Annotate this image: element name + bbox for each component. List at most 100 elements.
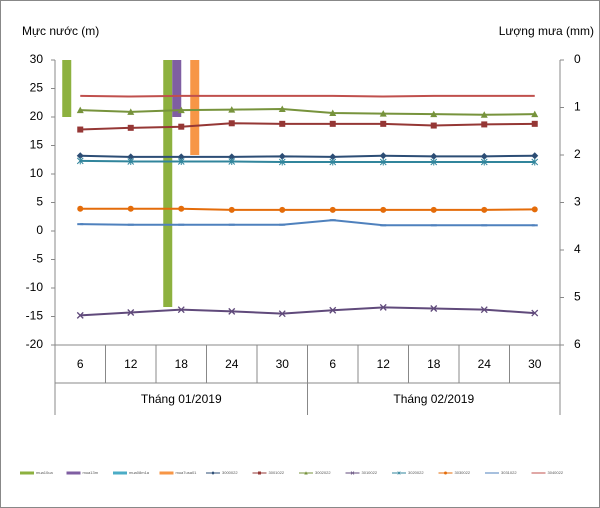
marker [480,158,488,166]
marker [329,120,336,127]
x-tick-label: 6 [329,357,336,371]
marker [177,106,185,114]
marker [531,120,538,127]
marker [329,158,337,166]
y-axis-label: Mực nước (m) [22,24,99,38]
legend-item: mua7usa01 [159,470,198,475]
marker [430,152,438,160]
y2-tick-label: 2 [574,147,581,161]
marker [279,206,286,213]
legend-marker [258,471,261,475]
marker [178,205,185,212]
legend-label: 3000022 [222,470,238,475]
marker [480,152,488,160]
legend-label: 3010022 [362,470,378,475]
y-tick-label: 10 [30,166,44,180]
line [80,122,535,131]
y-tick-label: 20 [30,109,44,123]
marker [76,106,84,114]
legend-item: 3000022 [206,470,238,475]
legend-marker [304,471,308,475]
legend-label: 3020022 [408,470,424,475]
x-tick-label: 6 [77,357,84,371]
marker [278,310,286,318]
y-tick-label: 25 [30,81,44,95]
legend-swatch [113,471,127,475]
marker [77,205,84,212]
marker [430,110,438,118]
line [80,159,535,164]
y2-tick-label: 4 [574,242,581,256]
marker [430,206,437,213]
marker [380,206,387,213]
marker [480,111,488,118]
line [80,108,535,116]
y-tick-label: -20 [26,337,44,351]
legend: mua10ua mua13m mua08m1a mua7usa01 3000022 300… [20,470,564,475]
y-tick-label: 0 [36,223,43,237]
marker [127,108,135,115]
marker [76,152,84,160]
marker [531,309,539,317]
legend-item: 3002022 [299,470,331,475]
y2-tick-label: 5 [574,290,581,304]
y2-axis-label: Lượng mưa (mm) [499,24,594,38]
marker [228,206,235,213]
marker [127,309,135,316]
legend-marker [211,471,215,475]
marker [228,120,235,127]
legend-label: 3030022 [455,470,471,475]
y2-tick-label: 6 [574,337,581,351]
marker [127,153,135,161]
y-tick-label: -10 [26,280,44,294]
marker [380,120,387,127]
x-tick-label: 30 [276,357,290,371]
marker [481,121,488,128]
marker [77,126,84,133]
marker [430,305,438,312]
bar [190,60,200,155]
legend-item: mua13m [66,470,99,475]
marker [127,157,135,165]
marker [279,120,286,127]
legend-item: 3020022 [392,470,424,475]
bar [163,60,173,307]
marker [177,153,185,161]
legend-label: 3040022 [548,470,564,475]
marker [329,153,337,161]
marker [127,205,134,212]
x-tick-label: 18 [427,357,441,371]
y-tick-label: 5 [36,195,43,209]
y-tick-label: -5 [32,252,43,266]
legend-label: 3002022 [315,470,331,475]
x-tick-label: 24 [478,357,492,371]
marker [531,110,539,118]
line [80,306,535,317]
marker [329,306,337,314]
legend-swatch [20,471,34,475]
legend-item: 3010022 [345,470,378,475]
legend-marker [350,471,355,475]
x-group-label: Tháng 01/2019 [141,392,222,406]
marker [379,158,387,166]
marker [228,153,236,161]
x-tick-label: 18 [175,357,189,371]
x-tick-label: 24 [225,357,239,371]
legend-label: 3031022 [501,470,517,475]
x-group-label: Tháng 02/2019 [393,392,474,406]
marker [480,306,488,314]
legend-item: mua10ua [20,470,53,475]
legend-label: mua13m [83,470,99,475]
marker [228,157,236,165]
marker [177,157,185,165]
marker [278,152,286,160]
y2-tick-label: 3 [574,195,581,209]
legend-label: mua7usa01 [176,470,198,475]
marker [127,124,134,131]
marker [430,122,437,129]
marker [329,206,336,213]
legend-label: mua08m1a [129,470,150,475]
marker [531,206,538,213]
